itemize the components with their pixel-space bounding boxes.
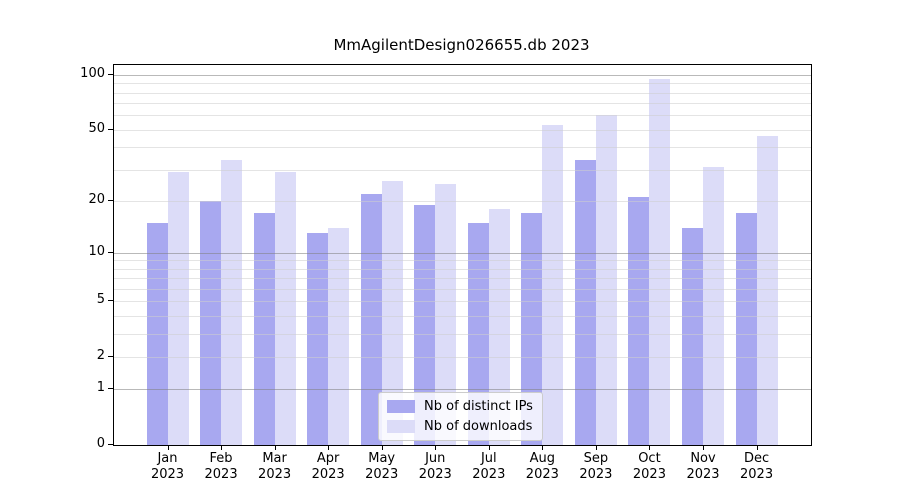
minor-gridline-50 <box>114 129 811 131</box>
x-tick-mark-jan <box>168 445 169 450</box>
minor-gridline-6 <box>114 289 811 290</box>
bar-dec-distinct-ips <box>735 213 757 445</box>
y-tick-mark-5 <box>108 300 113 301</box>
legend-swatch-downloads <box>387 420 415 433</box>
x-tick-label-mar: Mar 2023 <box>258 451 292 482</box>
bar-aug-downloads <box>542 125 564 445</box>
bar-mar-distinct-ips <box>253 213 275 445</box>
x-tick-mark-mar <box>275 445 276 450</box>
x-tick-label-jun: Jun 2023 <box>418 451 452 482</box>
y-tick-mark-0 <box>108 444 113 445</box>
bar-jan-downloads <box>167 172 189 445</box>
x-tick-mark-sep <box>596 445 597 450</box>
major-gridline-1 <box>114 389 811 391</box>
y-tick-label-10: 10 <box>88 243 105 259</box>
bar-may-downloads <box>381 180 403 445</box>
x-tick-mark-aug <box>542 445 543 450</box>
bar-nov-downloads <box>703 167 724 445</box>
y-tick-mark-100 <box>108 74 113 75</box>
x-tick-mark-jun <box>435 445 436 450</box>
minor-gridline-30 <box>114 169 811 171</box>
y-tick-label-20: 20 <box>88 191 105 207</box>
bar-jun-distinct-ips <box>414 204 436 445</box>
bar-dec-downloads <box>756 136 778 445</box>
x-tick-mark-dec <box>757 445 758 450</box>
bar-apr-distinct-ips <box>307 233 329 445</box>
y-tick-label-100: 100 <box>80 66 105 81</box>
legend-label-distinct-ips: Nb of distinct IPs <box>424 399 533 414</box>
minor-gridline-2 <box>114 356 811 358</box>
minor-gridline-80 <box>114 92 811 94</box>
bar-oct-distinct-ips <box>628 197 650 445</box>
y-tick-label-1: 1 <box>96 380 105 396</box>
x-tick-mark-oct <box>649 445 650 450</box>
bar-mar-downloads <box>274 172 296 445</box>
x-tick-label-jan: Jan 2023 <box>150 451 185 482</box>
chart-title: MmAgilentDesign026655.db 2023 <box>333 36 590 54</box>
y-tick-mark-1 <box>108 388 113 389</box>
legend-label-downloads: Nb of downloads <box>424 419 533 434</box>
legend-item-downloads: Nb of downloads <box>387 419 533 434</box>
major-gridline-10 <box>114 252 811 254</box>
y-tick-mark-20 <box>108 200 113 201</box>
minor-gridline-4 <box>114 316 811 317</box>
minor-gridline-9 <box>114 260 811 262</box>
minor-gridline-90 <box>114 83 811 85</box>
bar-jul-downloads <box>488 208 510 445</box>
y-tick-mark-10 <box>108 252 113 253</box>
y-tick-label-0: 0 <box>96 436 105 451</box>
x-tick-label-sep: Sep 2023 <box>579 451 613 482</box>
x-tick-mark-nov <box>703 445 704 450</box>
bar-sep-downloads <box>595 115 617 445</box>
y-tick-label-2: 2 <box>96 347 105 363</box>
y-tick-label-5: 5 <box>96 292 105 308</box>
x-tick-mark-jul <box>489 445 490 450</box>
minor-gridline-5 <box>114 301 811 303</box>
minor-gridline-7 <box>114 278 811 280</box>
minor-gridline-3 <box>114 333 811 335</box>
major-gridline-100 <box>114 75 811 76</box>
bar-sep-distinct-ips <box>574 160 596 445</box>
bar-aug-distinct-ips <box>521 213 543 445</box>
x-tick-label-may: May 2023 <box>365 451 399 482</box>
x-tick-mark-apr <box>328 445 329 450</box>
x-tick-label-feb: Feb 2023 <box>204 451 238 482</box>
plot-area <box>113 64 812 446</box>
y-tick-mark-2 <box>108 356 113 357</box>
legend-item-distinct-ips: Nb of distinct IPs <box>387 399 533 414</box>
bar-feb-distinct-ips <box>200 200 222 445</box>
minor-gridline-60 <box>114 115 811 117</box>
x-tick-label-aug: Aug 2023 <box>525 451 559 482</box>
legend: Nb of distinct IPs Nb of downloads <box>378 392 543 441</box>
minor-gridline-70 <box>114 103 811 105</box>
legend-swatch-distinct-ips <box>387 400 415 413</box>
bar-nov-distinct-ips <box>682 227 703 445</box>
x-tick-label-apr: Apr 2023 <box>311 451 345 482</box>
y-tick-label-50: 50 <box>88 120 105 136</box>
minor-gridline-8 <box>114 268 811 270</box>
x-tick-label-jul: Jul 2023 <box>472 451 506 482</box>
minor-gridline-40 <box>114 147 811 149</box>
bar-may-distinct-ips <box>360 193 382 445</box>
minor-gridline-20 <box>114 200 811 202</box>
bar-jun-downloads <box>435 183 457 445</box>
x-tick-label-dec: Dec 2023 <box>740 451 774 482</box>
x-tick-label-oct: Oct 2023 <box>632 451 666 482</box>
x-tick-label-nov: Nov 2023 <box>686 451 720 482</box>
bar-apr-downloads <box>328 227 350 445</box>
x-tick-mark-may <box>382 445 383 450</box>
bar-feb-downloads <box>221 160 243 445</box>
y-tick-mark-50 <box>108 129 113 130</box>
x-tick-mark-feb <box>221 445 222 450</box>
